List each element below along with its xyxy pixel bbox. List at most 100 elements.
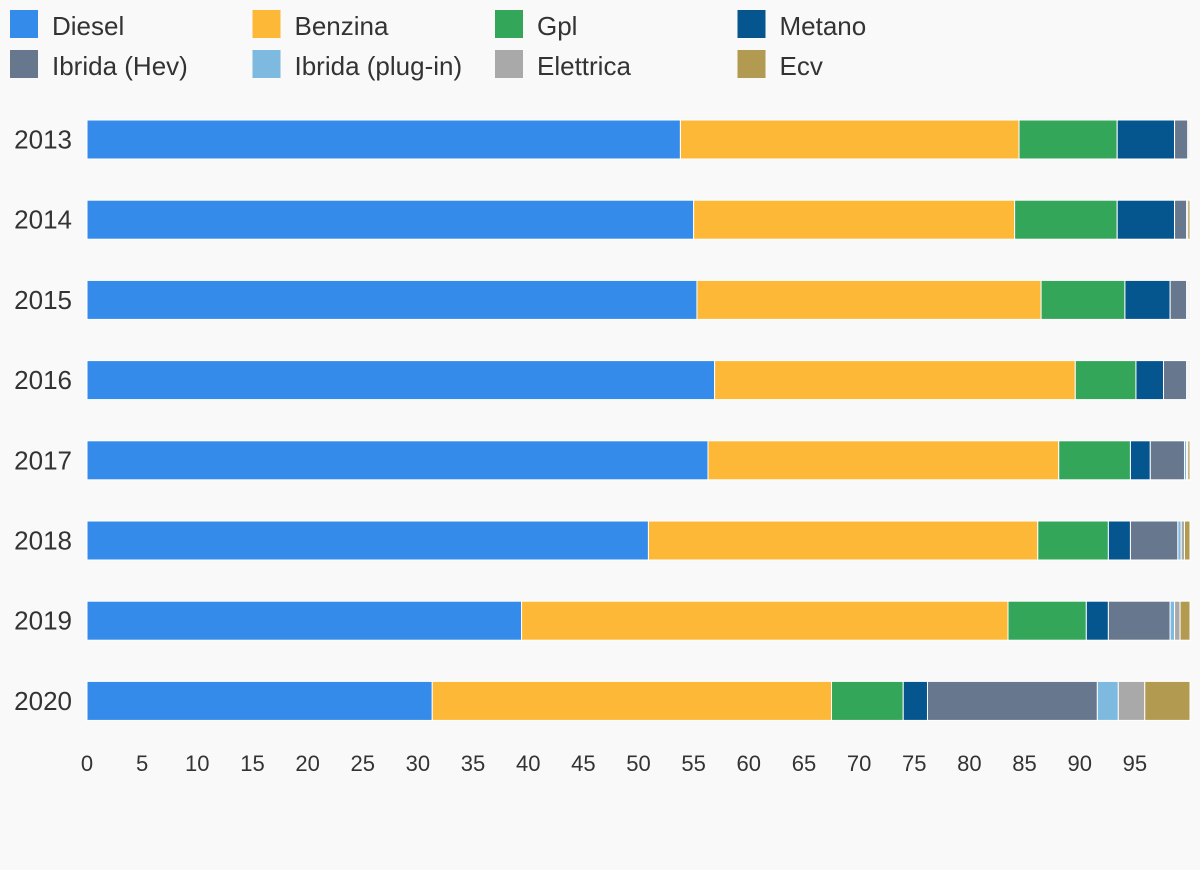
- y-tick-label: 2015: [14, 285, 72, 315]
- legend-item[interactable]: Diesel: [10, 10, 124, 41]
- bar-segment[interactable]: [86, 119, 681, 160]
- bar-segment[interactable]: [1037, 520, 1109, 561]
- legend-item[interactable]: Ecv: [737, 50, 823, 81]
- legend-item[interactable]: Gpl: [495, 10, 577, 41]
- bar-segment[interactable]: [1169, 279, 1188, 320]
- x-tick-label: 15: [240, 751, 264, 776]
- bar-segment[interactable]: [1149, 440, 1185, 481]
- legend-swatch: [495, 50, 523, 78]
- bar-segment[interactable]: [1007, 600, 1087, 641]
- bar-segment[interactable]: [86, 279, 698, 320]
- x-tick-label: 30: [406, 751, 430, 776]
- x-tick-label: 60: [737, 751, 761, 776]
- bar-segment[interactable]: [1107, 600, 1171, 641]
- bar-segment[interactable]: [86, 360, 716, 401]
- bar-row: [86, 520, 1191, 561]
- bar-segment[interactable]: [1085, 600, 1109, 641]
- bar-segment[interactable]: [1187, 440, 1191, 481]
- bar-segment[interactable]: [1174, 199, 1188, 240]
- bar-segment[interactable]: [1014, 199, 1118, 240]
- y-tick-label: 2017: [14, 445, 72, 475]
- bar-segment[interactable]: [431, 680, 833, 721]
- legend-item[interactable]: Ibrida (plug-in): [252, 50, 463, 81]
- legend-item[interactable]: Ibrida (Hev): [10, 50, 188, 81]
- bar-segment[interactable]: [1135, 360, 1165, 401]
- bar-segment[interactable]: [1188, 360, 1191, 401]
- bar-segment[interactable]: [1188, 279, 1191, 320]
- legend-label: Benzina: [295, 11, 389, 41]
- bar-row: [86, 360, 1191, 401]
- bar-segment[interactable]: [1107, 520, 1131, 561]
- x-tick-label: 85: [1012, 751, 1036, 776]
- legend-item[interactable]: Elettrica: [495, 50, 631, 81]
- x-tick-label: 75: [902, 751, 926, 776]
- bar-segment[interactable]: [1040, 279, 1126, 320]
- x-tick-label: 45: [571, 751, 595, 776]
- legend-swatch: [10, 50, 38, 78]
- x-tick-label: 80: [957, 751, 981, 776]
- x-tick-label: 50: [626, 751, 650, 776]
- legend-swatch: [737, 50, 766, 78]
- x-tick-label: 5: [136, 751, 148, 776]
- bar-segment[interactable]: [1058, 440, 1131, 481]
- y-tick-label: 2016: [14, 365, 72, 395]
- bar-segment[interactable]: [679, 119, 1020, 160]
- legend-swatch: [252, 10, 281, 38]
- bar-segment[interactable]: [831, 680, 904, 721]
- legend-label: Elettrica: [537, 51, 631, 81]
- bar-segment[interactable]: [1187, 199, 1191, 240]
- bar-segment[interactable]: [1117, 680, 1146, 721]
- legend-label: Metano: [780, 11, 867, 41]
- legend-label: Ecv: [780, 51, 823, 81]
- x-tick-label: 55: [681, 751, 705, 776]
- bar-segment[interactable]: [1188, 119, 1191, 160]
- legend-label: Gpl: [537, 11, 577, 41]
- y-axis-labels: 2013 2014 2015 2016 2017 2018 2019 2020: [14, 125, 72, 716]
- bar-segment[interactable]: [1116, 199, 1176, 240]
- bar-segment[interactable]: [86, 199, 695, 240]
- bar-segment[interactable]: [1183, 520, 1191, 561]
- bar-segment[interactable]: [1116, 119, 1176, 160]
- bar-segment[interactable]: [86, 440, 709, 481]
- bar-segment[interactable]: [926, 680, 1098, 721]
- bar-row: [86, 440, 1191, 481]
- legend-swatch: [252, 50, 281, 78]
- bar-segment[interactable]: [1163, 360, 1188, 401]
- bar-segment[interactable]: [1074, 360, 1137, 401]
- bar-row: [86, 199, 1191, 240]
- bar-segment[interactable]: [693, 199, 1016, 240]
- bar-segment[interactable]: [1129, 440, 1151, 481]
- x-tick-label: 90: [1067, 751, 1091, 776]
- bar-segment[interactable]: [647, 520, 1039, 561]
- bar-segment[interactable]: [1174, 600, 1181, 641]
- bar-segment[interactable]: [1169, 600, 1176, 641]
- bar-segment[interactable]: [1124, 279, 1171, 320]
- y-tick-label: 2014: [14, 205, 72, 235]
- bar-segment[interactable]: [696, 279, 1042, 320]
- x-tick-label: 25: [351, 751, 375, 776]
- bar-segment[interactable]: [714, 360, 1076, 401]
- x-tick-label: 35: [461, 751, 485, 776]
- bar-segment[interactable]: [707, 440, 1060, 481]
- x-axis-ticks: 0 5 10 15 20 25 30 35 40 45 50 55 60 65 70 75 80 85 90 95: [81, 751, 1147, 776]
- legend-label: Ibrida (Hev): [52, 51, 188, 81]
- bar-segment[interactable]: [1144, 680, 1191, 721]
- legend-swatch: [737, 10, 766, 38]
- bar-segment[interactable]: [86, 520, 649, 561]
- bar-segment[interactable]: [1174, 119, 1189, 160]
- legend-swatch: [495, 10, 523, 38]
- bar-segment[interactable]: [86, 600, 523, 641]
- bar-segment[interactable]: [521, 600, 1009, 641]
- bar-segment[interactable]: [1018, 119, 1118, 160]
- legend-label: Diesel: [52, 11, 124, 41]
- bar-segment[interactable]: [86, 680, 433, 721]
- bar-segment[interactable]: [902, 680, 928, 721]
- bar-row: [86, 680, 1191, 721]
- bar-segment[interactable]: [1096, 680, 1119, 721]
- bar-segment[interactable]: [1129, 520, 1179, 561]
- bar-segment[interactable]: [1179, 600, 1191, 641]
- legend-item[interactable]: Benzina: [252, 10, 389, 41]
- legend-item[interactable]: Metano: [737, 10, 867, 41]
- y-tick-label: 2019: [14, 606, 72, 636]
